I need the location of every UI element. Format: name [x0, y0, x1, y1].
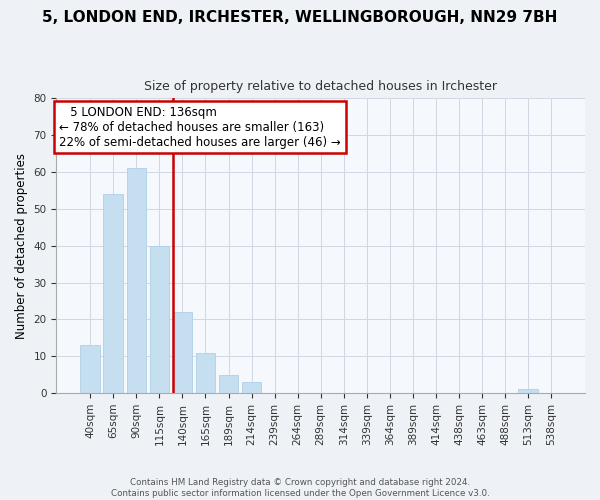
Bar	[518, 390, 538, 393]
Bar	[196, 352, 215, 393]
Bar	[242, 382, 262, 393]
Bar	[127, 168, 146, 393]
Bar	[173, 312, 192, 393]
Y-axis label: Number of detached properties: Number of detached properties	[15, 152, 28, 338]
Text: 5, LONDON END, IRCHESTER, WELLINGBOROUGH, NN29 7BH: 5, LONDON END, IRCHESTER, WELLINGBOROUGH…	[43, 10, 557, 25]
Bar	[149, 246, 169, 393]
Title: Size of property relative to detached houses in Irchester: Size of property relative to detached ho…	[144, 80, 497, 93]
Bar	[80, 345, 100, 393]
Text: Contains HM Land Registry data © Crown copyright and database right 2024.
Contai: Contains HM Land Registry data © Crown c…	[110, 478, 490, 498]
Text: 5 LONDON END: 136sqm
← 78% of detached houses are smaller (163)
22% of semi-deta: 5 LONDON END: 136sqm ← 78% of detached h…	[59, 106, 341, 148]
Bar	[103, 194, 123, 393]
Bar	[219, 374, 238, 393]
